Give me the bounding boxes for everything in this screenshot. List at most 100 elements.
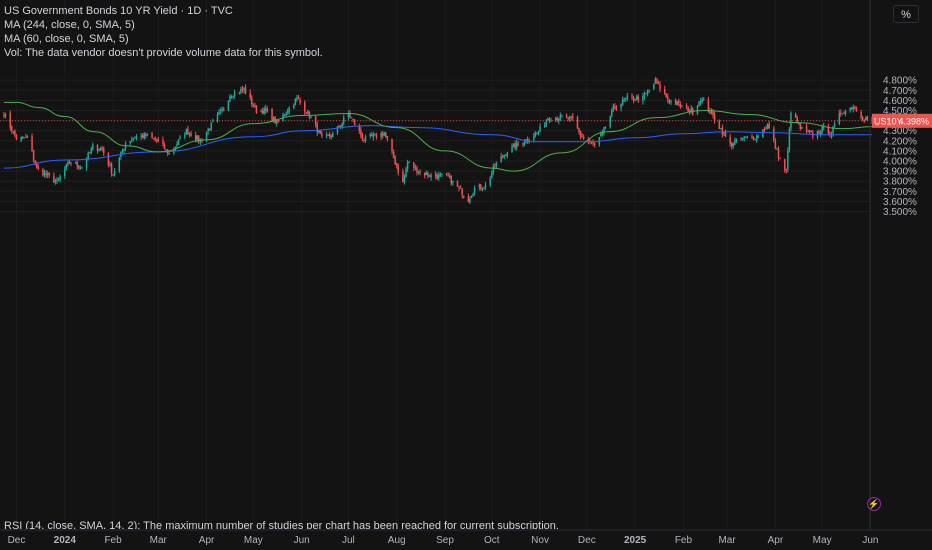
- candle-body: [405, 168, 407, 177]
- candle-body: [534, 132, 537, 137]
- candle-body: [330, 135, 333, 137]
- candle-body: [57, 178, 60, 181]
- candle-body: [45, 173, 47, 176]
- candle-body: [402, 171, 404, 183]
- candle-body: [787, 150, 789, 170]
- candle-body: [165, 149, 167, 151]
- candle-body: [668, 100, 671, 103]
- candle-body: [205, 131, 208, 142]
- candle-body: [522, 143, 524, 145]
- candle-body: [430, 174, 432, 178]
- candle-body: [808, 130, 811, 132]
- candle-body: [467, 196, 470, 202]
- volume-note: Vol: The data vendor doesn't provide vol…: [4, 47, 323, 59]
- candle-body: [746, 136, 749, 138]
- candle-body: [140, 135, 142, 137]
- candle-body: [146, 133, 149, 136]
- candle-body: [472, 194, 474, 196]
- candle-body: [310, 116, 312, 118]
- candle-body: [480, 184, 482, 189]
- candle-body: [665, 94, 668, 98]
- candle-body: [827, 126, 830, 134]
- candle-body: [751, 136, 753, 138]
- candle-body: [319, 130, 322, 134]
- x-tick-label: Jun: [294, 535, 310, 546]
- candle-body: [603, 127, 605, 133]
- candle-body: [663, 88, 666, 94]
- x-tick-label: Jul: [342, 535, 355, 546]
- candle-body: [450, 175, 452, 184]
- candle-body: [14, 130, 16, 136]
- candle-body: [43, 173, 46, 176]
- candle-body: [266, 108, 269, 112]
- candle-body: [701, 99, 703, 103]
- candle-body: [155, 139, 158, 141]
- candle-body: [37, 167, 40, 169]
- candle-body: [656, 79, 658, 84]
- candle-body: [102, 148, 105, 153]
- candle-body: [397, 166, 400, 173]
- candle-body: [221, 108, 223, 110]
- candle-body: [653, 83, 655, 90]
- unit-toggle-button[interactable]: %: [893, 5, 919, 23]
- y-tick-label: 4.200%: [883, 136, 917, 147]
- candle-body: [318, 130, 320, 133]
- candle-body: [600, 133, 602, 137]
- candle-body: [687, 107, 689, 112]
- symbol-title[interactable]: US Government Bonds 10 YR Yield · 1D · T…: [4, 5, 233, 17]
- candle-body: [32, 150, 35, 161]
- candle-body: [371, 134, 373, 137]
- ma-244-legend[interactable]: MA (244, close, 0, SMA, 5): [4, 19, 135, 31]
- candle-body: [501, 155, 504, 157]
- candle-body: [852, 107, 855, 110]
- candle-body: [208, 128, 211, 130]
- candle-body: [118, 157, 121, 172]
- candle-body: [198, 136, 200, 142]
- candle-body: [64, 169, 66, 177]
- candle-body: [462, 196, 465, 198]
- candle-body: [31, 136, 33, 152]
- x-tick-label: Apr: [199, 535, 215, 546]
- x-tick-label: 2025: [624, 535, 647, 546]
- candle-body: [724, 132, 727, 137]
- candle-body: [678, 100, 680, 103]
- candle-body: [293, 104, 295, 109]
- candle-body: [299, 100, 301, 103]
- x-tick-label: Dec: [8, 535, 26, 546]
- candle-body: [286, 111, 289, 113]
- candle-body: [515, 142, 518, 148]
- ma-60-legend[interactable]: MA (60, close, 0, SMA, 5): [4, 33, 129, 45]
- candle-body: [604, 126, 607, 128]
- candle-body: [483, 188, 485, 190]
- candle-body: [721, 127, 724, 135]
- candle-body: [643, 94, 646, 97]
- candle-body: [240, 88, 242, 93]
- candle-body: [297, 98, 300, 100]
- candle-body: [768, 124, 770, 129]
- candle-body: [840, 112, 842, 114]
- candle-body: [294, 98, 297, 106]
- candle-body: [785, 169, 788, 171]
- candle-body: [456, 180, 459, 187]
- candle-body: [790, 112, 792, 129]
- candle-body: [776, 148, 778, 150]
- candle-body: [559, 115, 562, 120]
- candle-body: [363, 139, 365, 141]
- lightning-icon[interactable]: ⚡: [867, 497, 881, 511]
- candle-body: [265, 107, 267, 111]
- candle-body: [98, 149, 100, 152]
- candle-body: [244, 87, 247, 94]
- candle-body: [788, 129, 791, 151]
- candle-body: [567, 117, 569, 120]
- candle-body: [469, 198, 471, 203]
- candle-body: [461, 188, 463, 196]
- candle-body: [131, 139, 133, 141]
- candle-body: [219, 110, 222, 112]
- candle-body: [325, 134, 328, 136]
- candle-body: [23, 137, 26, 139]
- candle-body: [190, 133, 192, 137]
- candle-body: [523, 142, 526, 145]
- candle-body: [843, 112, 845, 114]
- candle-body: [243, 88, 245, 91]
